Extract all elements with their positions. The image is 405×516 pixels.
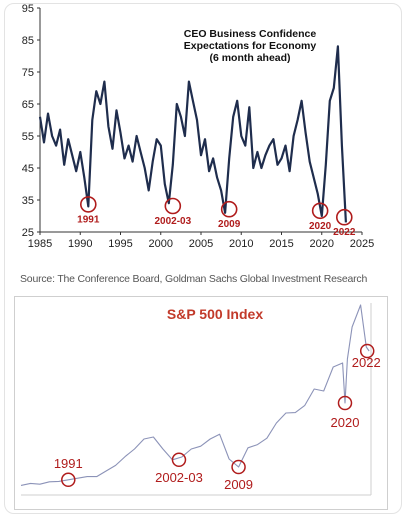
confidence-series-line: [38, 45, 347, 223]
annotation-label: 2020: [309, 221, 332, 232]
annotation-circle: [311, 202, 329, 220]
sp-chart-title: S&P 500 Index: [167, 306, 263, 322]
sp-annotation-label: 1991: [54, 456, 83, 471]
source-caption: Source: The Conference Board, Goldman Sa…: [20, 273, 368, 285]
sp500-panel: S&P 500 Index 1991 2002-03 2009 2020 2022: [14, 296, 388, 510]
annotation-circle: [220, 200, 238, 218]
sp500-chart: S&P 500 Index 1991 2002-03 2009 2020 2022: [20, 303, 381, 496]
annotation-circle: [335, 208, 353, 226]
sp-annotation-circle: [231, 459, 246, 475]
ceo-confidence-chart: 25 35 45 55 65 75 85 95 1985 1990 1995 2000 2005 2010…: [22, 3, 374, 250]
y-tick-label: 35: [22, 195, 34, 207]
x-tick-label: 1990: [68, 238, 92, 250]
sp-annotation-circle: [61, 472, 76, 488]
y-tick-label: 95: [22, 3, 34, 15]
sp-annotation-label: 2020: [331, 415, 360, 430]
x-tick-label: 2005: [189, 238, 213, 250]
annotation-label: 2002-03: [154, 216, 191, 227]
sp-annotation-circle: [337, 395, 353, 411]
x-tick-label: 2000: [149, 238, 173, 250]
y-tick-label: 25: [22, 227, 34, 239]
annotation-circle: [80, 196, 97, 213]
x-tick-label: 2025: [350, 238, 374, 250]
y-tick-label: 85: [22, 35, 34, 47]
sp-annotation-label: 2002-03: [155, 470, 203, 485]
chart-title-line: (6 month ahead): [209, 52, 290, 64]
x-tick-label: 2010: [229, 238, 253, 250]
annotation-label: 2022: [333, 227, 356, 238]
sp-annotation-label: 2022: [352, 355, 381, 370]
annotation-circle: [164, 197, 182, 215]
sp-annotation-circle: [359, 343, 375, 359]
chart-title-line: CEO Business Confidence: [184, 28, 317, 40]
x-tick-label: 2015: [269, 238, 293, 250]
chart-title-line: Expectations for Economy: [184, 40, 317, 52]
sp-annotation-circle: [171, 452, 187, 468]
sp500-series-line: [20, 304, 370, 486]
x-tick-label: 1995: [108, 238, 132, 250]
y-tick-label: 65: [22, 99, 34, 111]
y-tick-label: 55: [22, 131, 34, 143]
y-tick-label: 75: [22, 67, 34, 79]
x-tick-label: 2020: [310, 238, 334, 250]
sp-annotation-label: 2009: [224, 477, 253, 492]
x-tick-label: 1985: [28, 238, 52, 250]
annotation-label: 1991: [77, 214, 100, 225]
y-tick-label: 45: [22, 163, 34, 175]
annotation-label: 2009: [218, 219, 241, 230]
